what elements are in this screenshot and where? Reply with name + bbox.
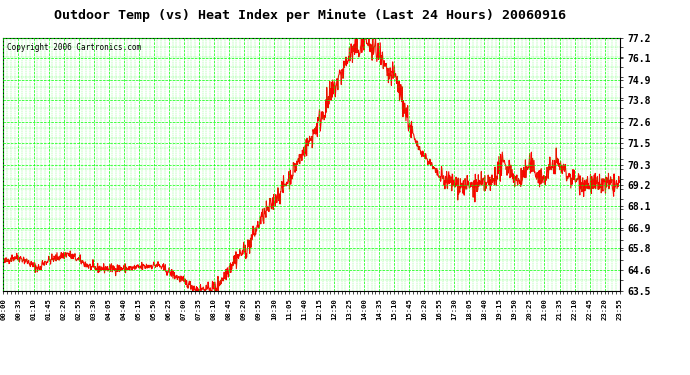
Text: Copyright 2006 Cartronics.com: Copyright 2006 Cartronics.com bbox=[6, 43, 141, 52]
Text: Outdoor Temp (vs) Heat Index per Minute (Last 24 Hours) 20060916: Outdoor Temp (vs) Heat Index per Minute … bbox=[55, 9, 566, 22]
